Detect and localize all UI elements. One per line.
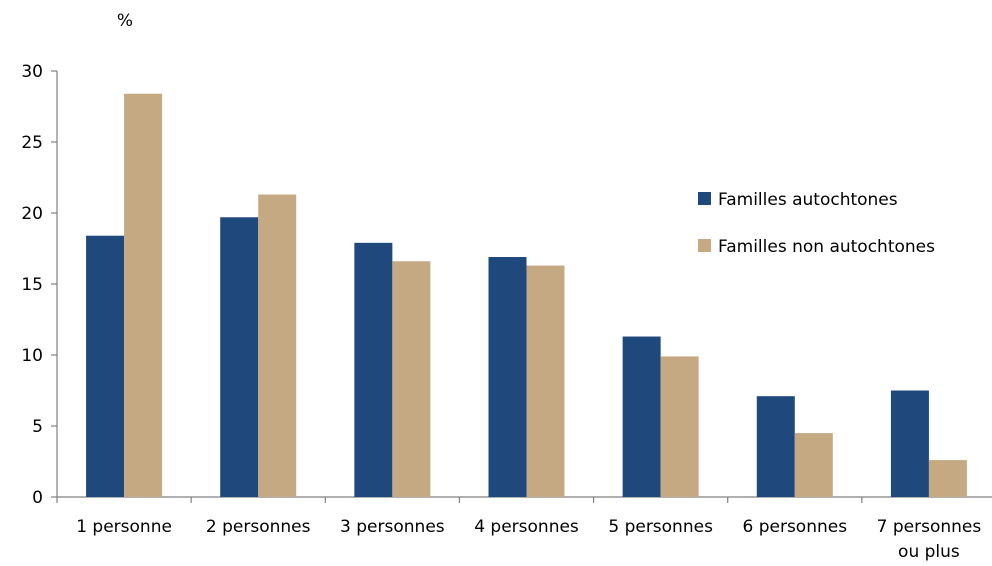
bar-non-autochtones	[660, 356, 699, 497]
bar-autochtones	[890, 390, 929, 497]
bars	[86, 93, 967, 498]
bar-non-autochtones	[928, 460, 967, 497]
bar-autochtones	[622, 336, 661, 497]
y-unit-label: %	[117, 11, 133, 31]
y-tick-label: 15	[21, 275, 43, 295]
x-tick-label: 2 personnes	[206, 517, 311, 537]
legend-swatch	[698, 239, 711, 252]
legend-label: Familles non autochtones	[718, 237, 935, 257]
tick-labels: 0 5 10 15 20 25 30 1 personne 2 personnes 3 perso…	[21, 62, 981, 562]
bar-autochtones	[220, 217, 259, 497]
y-tick-label: 10	[21, 346, 43, 366]
bar-autochtones	[354, 242, 393, 497]
legend: Familles autochtones Familles non autocht…	[698, 190, 935, 257]
x-tick-label: 7 personnes	[877, 517, 982, 537]
bar-non-autochtones	[392, 261, 431, 497]
y-tick-label: 5	[32, 417, 43, 437]
y-tick-label: 25	[21, 133, 43, 153]
legend-label: Familles autochtones	[718, 190, 898, 210]
bar-non-autochtones	[526, 265, 565, 497]
bar-autochtones	[756, 396, 795, 497]
bar-autochtones	[86, 235, 125, 497]
x-tick-label: 4 personnes	[474, 517, 579, 537]
x-tick-label: 3 personnes	[340, 517, 445, 537]
x-tick-label: 1 personne	[76, 517, 172, 537]
x-tick-label: 5 personnes	[608, 517, 713, 537]
y-tick-label: 0	[32, 488, 43, 508]
bar-non-autochtones	[258, 194, 297, 498]
y-tick-label: 30	[21, 62, 43, 82]
y-tick-label: 20	[21, 204, 43, 224]
x-tick-label: 6 personnes	[742, 517, 847, 537]
x-tick-label: ou plus	[898, 542, 960, 562]
legend-swatch	[698, 192, 711, 205]
bar-non-autochtones	[794, 433, 833, 497]
bar-non-autochtones	[124, 93, 163, 497]
bar-autochtones	[488, 257, 527, 497]
